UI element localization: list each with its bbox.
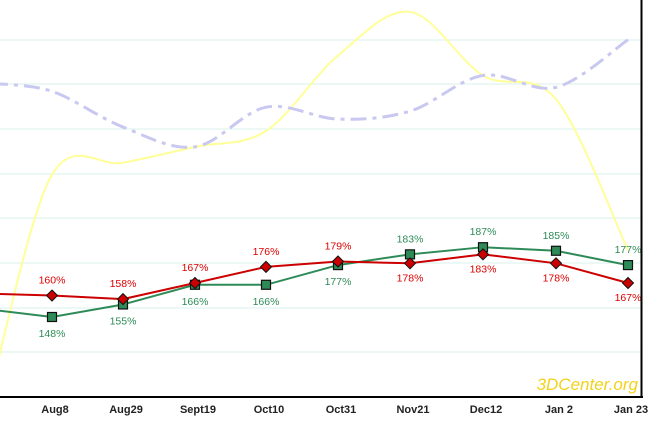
x-axis-ticks: Aug8 Aug29 Sept19 Oct10 Oct31 Nov21 Dec12 Jan 2… (41, 404, 648, 416)
red-diamond-marker (259, 260, 273, 274)
red-data-label: 183% (470, 263, 497, 275)
grid-lines (0, 39, 641, 353)
red-data-label: 158% (110, 278, 137, 290)
red-data-label: 160% (39, 275, 66, 287)
red-data-label: 167% (615, 292, 642, 304)
dashdot-series-line (0, 38, 629, 149)
green-data-label: 177% (615, 244, 642, 256)
smooth-series-line (0, 10, 629, 358)
red-diamond-marker (403, 257, 417, 270)
green-square-marker (622, 259, 634, 271)
green-data-label: 166% (182, 296, 209, 308)
x-tick-label: Jan 23 (614, 404, 648, 416)
green-square-marker (550, 245, 562, 256)
green-series-line (0, 246, 629, 319)
green-square-marker (260, 279, 272, 290)
red-series-line (0, 253, 629, 301)
red-diamond-marker (188, 276, 202, 290)
red-diamond-marker (116, 292, 130, 306)
x-tick-label: Aug8 (41, 404, 69, 416)
red-diamond-marker (476, 248, 490, 261)
x-tick-label: Oct31 (326, 404, 357, 416)
green-data-label: 187% (470, 226, 497, 238)
series-lines (0, 10, 629, 358)
red-data-label: 167% (182, 262, 209, 274)
red-diamond-marker (45, 289, 59, 302)
green-square-marker (46, 311, 58, 323)
x-tick-label: Oct10 (254, 404, 285, 416)
watermark: 3DCenter.org (537, 375, 639, 394)
x-tick-label: Dec12 (470, 404, 502, 416)
x-tick-label: Jan 2 (545, 404, 573, 416)
series-markers (45, 242, 635, 323)
green-data-label: 166% (253, 296, 280, 308)
x-tick-label: Sept19 (180, 404, 216, 416)
red-data-label: 178% (397, 272, 424, 284)
green-data-label: 185% (543, 230, 570, 242)
green-data-label: 183% (397, 233, 424, 245)
x-tick-label: Nov21 (396, 404, 429, 416)
green-data-label: 177% (325, 276, 352, 288)
red-data-label: 179% (325, 241, 352, 253)
red-data-label: 178% (543, 272, 570, 284)
green-data-label: 155% (110, 315, 137, 327)
red-diamond-marker (621, 276, 635, 290)
right-margin (643, 0, 650, 424)
x-tick-label: Aug29 (109, 404, 143, 416)
data-labels: 160% 158% 167% 176% 179% 178% 183% 178% 167% 148%… (39, 226, 642, 340)
red-diamond-marker (331, 255, 345, 268)
red-data-label: 176% (253, 246, 280, 258)
green-data-label: 148% (39, 328, 66, 340)
red-diamond-marker (549, 257, 563, 270)
